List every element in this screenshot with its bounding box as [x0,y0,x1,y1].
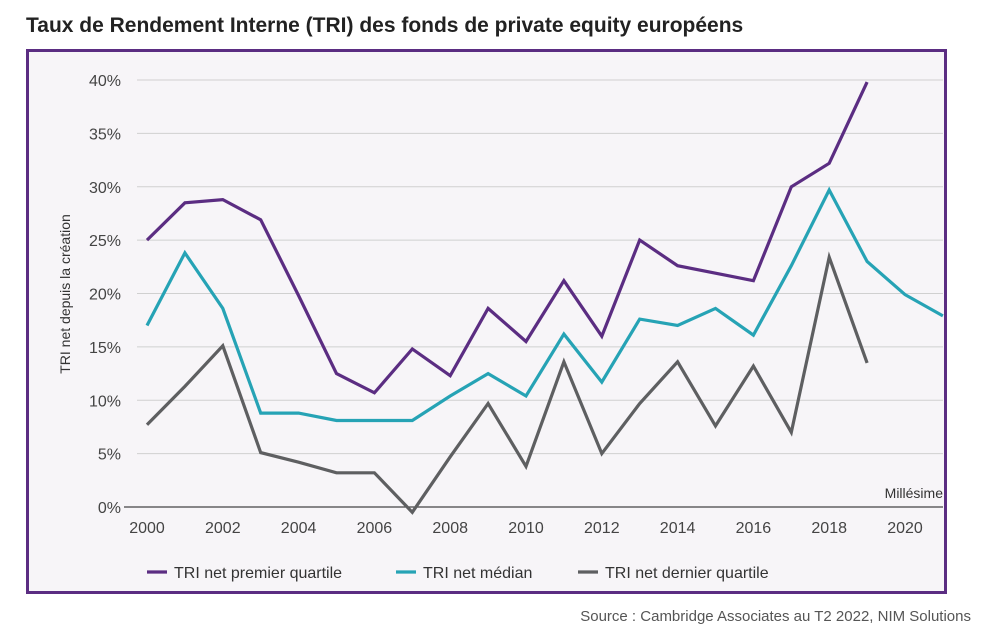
x-tick-label: 2006 [357,520,393,537]
legend: TRI net premier quartile TRI net médian TR… [147,565,769,582]
x-tick-label: 2010 [508,520,544,537]
x-tick-labels: 2000 2002 2004 2006 2008 2010 2012 2014 2016 2018… [129,520,923,537]
y-tick-label: 5% [98,447,121,464]
x-axis-label: Millésime [885,485,944,501]
x-tick-label: 2004 [281,520,317,537]
y-tick-label: 10% [89,393,121,410]
grid-lines [137,79,943,455]
x-tick-label: 2002 [205,520,241,537]
y-tick-label: 0% [98,500,121,517]
y-tick-label: 20% [89,287,121,304]
series-lines [145,81,944,515]
series-line-1 [145,186,944,423]
x-tick-label: 2012 [584,520,620,537]
x-tick-label: 2016 [736,520,772,537]
series-line-0 [145,81,869,395]
legend-label: TRI net premier quartile [174,565,342,582]
x-tick-label: 2014 [660,520,696,537]
chart-title: Taux de Rendement Interne (TRI) des fond… [26,14,744,37]
x-tick-label: 2008 [432,520,468,537]
x-tick-label: 2020 [887,520,923,537]
y-tick-label: 35% [89,126,121,143]
y-axis-label: TRI net depuis la création [57,214,73,374]
chart-frame [26,49,947,594]
y-tick-label: 15% [89,340,121,357]
y-tick-label: 25% [89,233,121,250]
series-line-2 [145,251,869,515]
y-tick-label: 30% [89,180,121,197]
x-tick-label: 2018 [811,520,847,537]
x-tick-label: 2000 [129,520,165,537]
y-tick-label: 40% [89,73,121,90]
legend-label: TRI net médian [423,565,532,582]
source-note: Source : Cambridge Associates au T2 2022… [580,608,971,625]
legend-label: TRI net dernier quartile [605,565,769,582]
y-tick-labels: 0% 5% 10% 15% 20% 25% 30% 35% 40% [89,73,121,517]
